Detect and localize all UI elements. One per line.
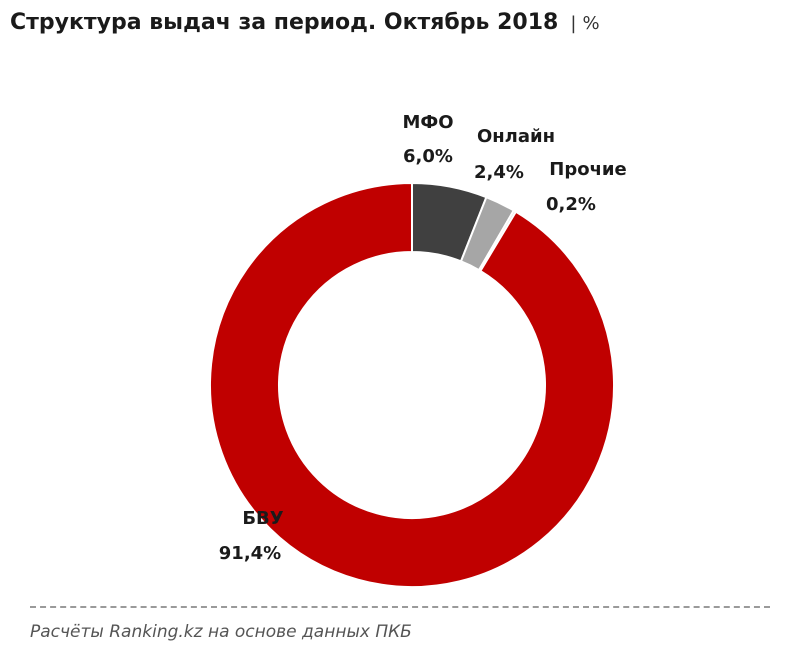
footer-divider	[30, 606, 770, 608]
chart-unit: %	[582, 13, 600, 34]
title-separator: |	[570, 13, 577, 34]
chart-title: Структура выдач за период. Октябрь 2018 |…	[10, 10, 600, 35]
label-mfo-name: МФО	[402, 112, 453, 133]
donut-chart: МФО 6,0% Онлайн 2,4% Прочие 0,2% БВУ 91,…	[209, 112, 627, 588]
label-other-name: Прочие	[549, 159, 627, 180]
source-note: Расчёты Ranking.kz на основе данных ПКБ	[30, 622, 412, 642]
label-other-value: 0,2%	[546, 194, 596, 215]
slice-labels: МФО 6,0% Онлайн 2,4% Прочие 0,2% БВУ 91,…	[219, 112, 627, 564]
donut-slices	[209, 181, 615, 588]
label-bvu-name: БВУ	[242, 508, 283, 529]
label-bvu-value: 91,4%	[219, 543, 281, 564]
label-online-value: 2,4%	[474, 162, 524, 183]
label-online-name: Онлайн	[477, 126, 555, 147]
chart-title-text: Структура выдач за период. Октябрь 2018	[10, 10, 559, 35]
label-mfo-value: 6,0%	[403, 146, 453, 167]
slice-bvu	[209, 181, 615, 588]
